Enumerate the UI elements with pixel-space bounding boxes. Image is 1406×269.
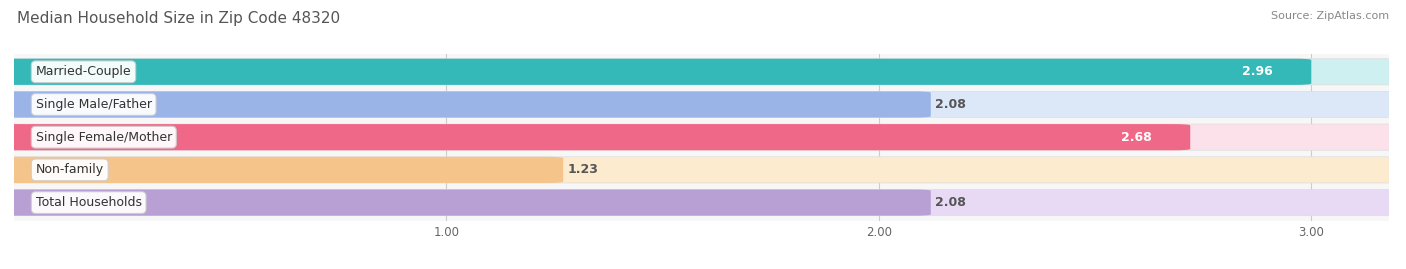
FancyBboxPatch shape [0,91,931,118]
FancyBboxPatch shape [0,91,1406,118]
Text: Non-family: Non-family [35,163,104,176]
FancyBboxPatch shape [0,157,564,183]
FancyBboxPatch shape [0,190,1406,216]
FancyBboxPatch shape [0,59,1406,85]
Text: Single Male/Father: Single Male/Father [35,98,152,111]
FancyBboxPatch shape [0,190,931,216]
FancyBboxPatch shape [0,59,1312,85]
Text: Median Household Size in Zip Code 48320: Median Household Size in Zip Code 48320 [17,11,340,26]
Text: 2.68: 2.68 [1121,131,1152,144]
Text: 1.23: 1.23 [568,163,599,176]
Text: 2.08: 2.08 [935,196,966,209]
Text: 2.08: 2.08 [935,98,966,111]
Text: 2.96: 2.96 [1241,65,1272,78]
FancyBboxPatch shape [0,124,1191,150]
FancyBboxPatch shape [0,124,1406,150]
FancyBboxPatch shape [0,157,1406,183]
Text: Source: ZipAtlas.com: Source: ZipAtlas.com [1271,11,1389,21]
Text: Married-Couple: Married-Couple [35,65,131,78]
Text: Total Households: Total Households [35,196,142,209]
Text: Single Female/Mother: Single Female/Mother [35,131,172,144]
